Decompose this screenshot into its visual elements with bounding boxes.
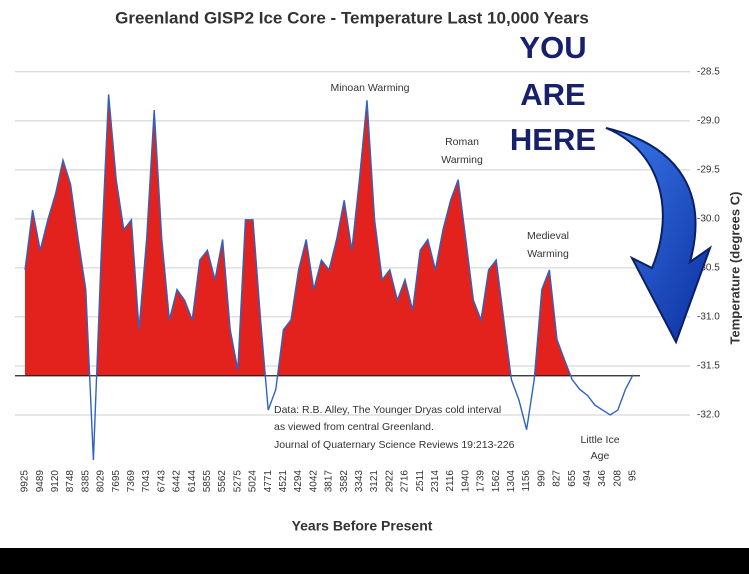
x-tick-label: 2314	[430, 470, 441, 493]
x-tick-label: 3582	[339, 470, 350, 493]
bottom-bar	[0, 548, 749, 574]
x-tick-label: 5855	[202, 470, 213, 493]
x-tick-label: 5275	[232, 470, 243, 493]
x-tick-label: 494	[582, 470, 593, 487]
source-note: Journal of Quaternary Science Reviews 19…	[274, 439, 515, 451]
x-tick-label: 3817	[324, 470, 335, 493]
y-tick-label: -31.5	[697, 361, 720, 372]
x-tick-label: 2922	[384, 470, 395, 493]
chart-title: Greenland GISP2 Ice Core - Temperature L…	[115, 8, 589, 27]
y-tick-label: -28.5	[697, 66, 720, 77]
annotation: Warming	[441, 154, 483, 166]
x-tick-label: 3343	[354, 470, 365, 493]
y-tick-label: -29.5	[697, 164, 720, 175]
x-tick-label: 1304	[506, 470, 517, 493]
x-tick-label: 3121	[369, 470, 380, 493]
annotation: Medieval	[527, 230, 569, 242]
x-axis-label: Years Before Present	[292, 518, 433, 534]
x-tick-label: 990	[536, 470, 547, 487]
x-tick-label: 9120	[50, 470, 61, 493]
y-tick-label: -32.0	[697, 410, 720, 421]
x-tick-label: 8385	[80, 470, 91, 493]
y-tick-label: -31.0	[697, 312, 720, 323]
annotation: Age	[591, 450, 610, 462]
x-tick-label: 655	[567, 470, 578, 487]
x-tick-label: 1562	[491, 470, 502, 493]
plot: -28.5 -29.0 -29.5 -30.0 -30.5 -31.0 -31.5 -32.0…	[15, 66, 720, 492]
x-tick-label: 1739	[476, 470, 487, 493]
arrow	[605, 127, 713, 345]
y-tick-label: -29.0	[697, 115, 720, 126]
x-tick-label: 4294	[293, 470, 304, 493]
x-tick-label: 4771	[263, 470, 274, 493]
x-tick-label: 6442	[172, 470, 183, 493]
x-tick-label: 8029	[96, 470, 107, 493]
annotation: Little Ice	[580, 434, 619, 446]
annotation: YOU	[519, 30, 586, 65]
y-axis-label: Temperature (degrees C)	[727, 192, 742, 345]
x-tick-label: 9489	[35, 470, 46, 493]
annotation: Minoan Warming	[331, 82, 410, 94]
x-tick-label: 2511	[415, 470, 426, 492]
source-note: as viewed from central Greenland.	[274, 421, 434, 433]
annotation: Roman	[445, 136, 479, 148]
x-tick-label: 7369	[126, 470, 137, 493]
annotation: ARE	[520, 77, 585, 112]
x-tick-label: 827	[552, 470, 563, 487]
x-tick-label: 5562	[217, 470, 228, 493]
x-tick-label: 7695	[111, 470, 122, 493]
x-tick-label: 4042	[308, 470, 319, 493]
annotation: Warming	[527, 248, 569, 260]
area	[25, 94, 633, 376]
y-tick-label: -30.0	[697, 214, 720, 225]
x-tick-label: 8748	[65, 470, 76, 493]
x-tick-label: 4521	[278, 470, 289, 493]
x-tick-label: 2716	[400, 470, 411, 493]
x-tick-label: 6743	[156, 470, 167, 493]
x-tick-label: 5024	[248, 470, 259, 493]
x-tick-label: 346	[597, 470, 608, 487]
x-tick-label: 1940	[460, 470, 471, 493]
x-tick-label: 7043	[141, 470, 152, 493]
x-tick-label: 9925	[20, 470, 31, 493]
line	[24, 94, 634, 461]
x-tick-label: 95	[628, 470, 639, 482]
source-note: Data: R.B. Alley, The Younger Dryas cold…	[274, 404, 501, 416]
y-tick-label: -30.5	[697, 263, 720, 274]
annotation: HERE	[510, 122, 596, 157]
x-tick-label: 1156	[521, 470, 532, 492]
x-tick-label: 208	[612, 470, 623, 487]
x-tick-label: 6144	[187, 470, 198, 493]
x-tick-label: 2116	[445, 470, 456, 492]
